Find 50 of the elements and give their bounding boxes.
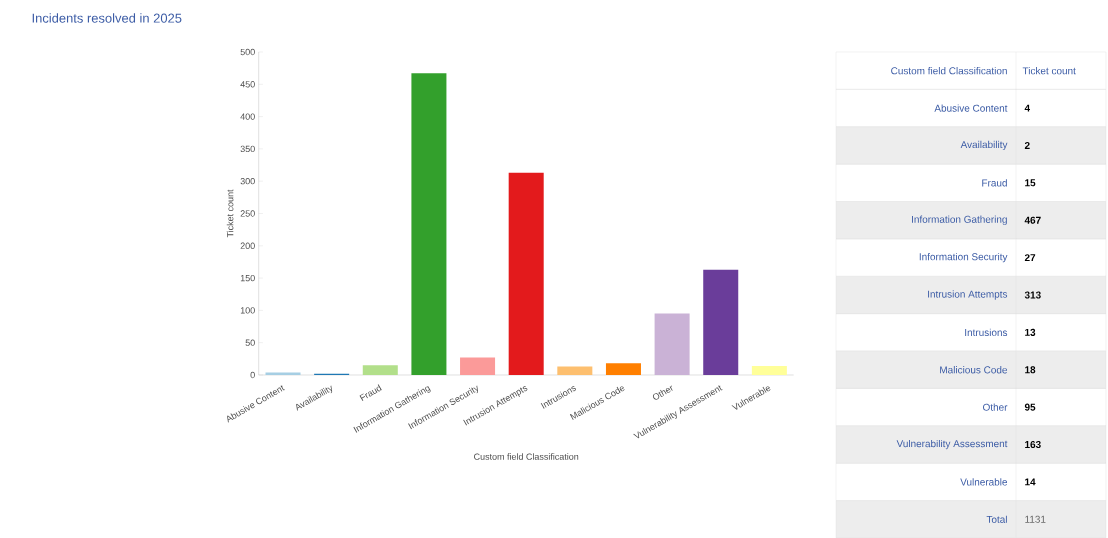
text: Total [986, 515, 1007, 523]
bar [508, 172, 544, 375]
y-tick-label: 150 [240, 274, 255, 282]
category-label: Fraud [982, 179, 1007, 187]
text: 27 [1024, 254, 1036, 262]
bar [265, 372, 301, 375]
y-tick-label: 300 [240, 178, 255, 185]
bar [703, 269, 739, 375]
y-tick-label: 50 [245, 339, 255, 346]
x-axis-title: Custom field Classification [474, 453, 579, 460]
text: 13 [1025, 328, 1036, 336]
category-label: Information Gathering [912, 215, 1007, 225]
bar [605, 363, 641, 375]
text: Custom field Classification [891, 67, 1007, 75]
category-label: Intrusions [965, 328, 1008, 337]
text: Ticket count [1022, 67, 1076, 75]
text: 2 [1024, 141, 1030, 149]
text: 4 [1024, 104, 1031, 112]
text: 1131 [1025, 515, 1046, 523]
category-label: Abusive Content [934, 104, 1008, 112]
y-tick-label: 450 [240, 81, 255, 88]
bar [362, 365, 398, 375]
y-tick-label: 200 [240, 242, 255, 249]
y-tick-label: 400 [240, 113, 255, 120]
y-tick-label: 0 [250, 371, 255, 379]
y-tick-label: 250 [240, 210, 255, 217]
x-tick-label: Other [652, 385, 673, 400]
category-label: Intrusion Attempts [928, 290, 1008, 300]
bar [751, 365, 787, 375]
text: 18 [1025, 366, 1036, 374]
category-label: Vulnerable [960, 478, 1008, 486]
text: 313 [1024, 291, 1041, 299]
y-tick-label: 500 [240, 48, 255, 56]
y-tick-label: 350 [240, 145, 255, 153]
bar [557, 366, 593, 375]
text: Incidents resolved in 2025 [32, 13, 182, 23]
category-label: Information Security [919, 252, 1008, 263]
bar [654, 313, 690, 375]
category-label: Malicious Code [940, 366, 1008, 374]
text: 15 [1025, 179, 1036, 187]
category-label: Availability [960, 140, 1008, 151]
text: 95 [1024, 403, 1036, 411]
y-tick-label: 100 [240, 307, 255, 314]
bar [411, 73, 447, 375]
y-axis-title: Ticket count [226, 189, 234, 238]
text: 14 [1025, 478, 1036, 486]
bar [460, 357, 496, 375]
text: 163 [1025, 440, 1041, 449]
category-label: Vulnerability Assessment [896, 439, 1008, 450]
text: 467 [1024, 216, 1041, 224]
